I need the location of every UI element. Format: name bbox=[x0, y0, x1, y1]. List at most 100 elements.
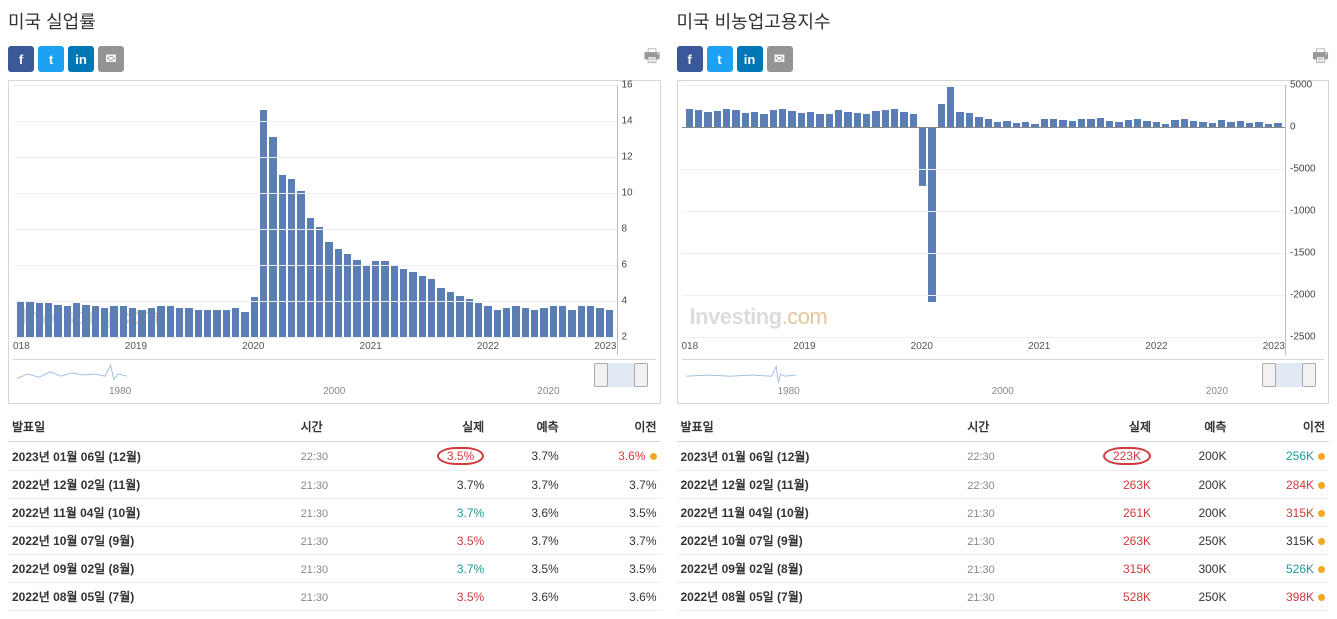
bar bbox=[928, 127, 935, 302]
bar bbox=[1050, 119, 1057, 127]
bar bbox=[307, 218, 314, 337]
cell-time: 22:30 bbox=[963, 471, 1037, 499]
x-axis: 01820192020202120222023 bbox=[682, 337, 1286, 355]
right-toolbar: f t in ✉ 🖶 bbox=[677, 44, 1330, 74]
facebook-icon[interactable]: f bbox=[677, 46, 703, 72]
bar bbox=[956, 112, 963, 127]
table-row[interactable]: 2022년 11월 04일 (10월)21:30261K200K315K bbox=[677, 499, 1330, 527]
cell-forecast: 3.5% bbox=[488, 555, 563, 583]
table-row[interactable]: 2022년 09월 02일 (8월)21:303.7%3.5%3.5% bbox=[8, 555, 661, 583]
table-row[interactable]: 2022년 11월 04일 (10월)21:303.7%3.6%3.5% bbox=[8, 499, 661, 527]
twitter-icon[interactable]: t bbox=[707, 46, 733, 72]
y-tick-label: -5000 bbox=[1290, 164, 1316, 175]
range-handle-left[interactable] bbox=[594, 363, 608, 387]
cell-time: 21:30 bbox=[297, 583, 372, 611]
table-row[interactable]: 2022년 08월 05일 (7월)21:303.5%3.6%3.6% bbox=[8, 583, 661, 611]
left-mini-chart[interactable]: 198020002020 bbox=[13, 359, 656, 399]
linkedin-icon[interactable]: in bbox=[68, 46, 94, 72]
x-tick-label: 2020 bbox=[242, 341, 264, 355]
cell-prev: 315K bbox=[1230, 499, 1329, 527]
twitter-icon[interactable]: t bbox=[38, 46, 64, 72]
cell-time: 21:30 bbox=[963, 583, 1037, 611]
bar bbox=[919, 127, 926, 186]
bar bbox=[484, 306, 491, 337]
bar bbox=[503, 308, 510, 337]
cell-forecast: 3.7% bbox=[488, 527, 563, 555]
bar bbox=[372, 261, 379, 337]
y-axis: -2500-2000-1500-1000-500005000 bbox=[1286, 85, 1324, 355]
bar bbox=[900, 112, 907, 127]
bar bbox=[204, 310, 211, 337]
bar bbox=[344, 254, 351, 337]
cell-forecast: 200K bbox=[1155, 471, 1230, 499]
bar bbox=[167, 306, 174, 337]
bar bbox=[559, 306, 566, 337]
bar bbox=[863, 114, 870, 127]
table-row[interactable]: 2023년 01월 06일 (12월)22:30223K200K256K bbox=[677, 442, 1330, 471]
cell-prev: 315K bbox=[1230, 527, 1329, 555]
cell-actual: 3.5% bbox=[372, 583, 489, 611]
cell-forecast: 3.6% bbox=[488, 583, 563, 611]
x-tick-label: 018 bbox=[682, 341, 699, 355]
bar bbox=[288, 179, 295, 337]
left-panel: 미국 실업률 f t in ✉ 🖶 Investing.com 01820192… bbox=[8, 8, 661, 611]
bar bbox=[36, 303, 43, 337]
bar bbox=[120, 306, 127, 337]
cell-actual: 3.5% bbox=[372, 527, 489, 555]
cell-actual: 223K bbox=[1038, 442, 1155, 471]
bar bbox=[26, 301, 33, 337]
cell-prev: 256K bbox=[1230, 442, 1329, 471]
status-dot-icon bbox=[650, 453, 657, 460]
table-row[interactable]: 2022년 08월 05일 (7월)21:30528K250K398K bbox=[677, 583, 1330, 611]
range-handle-right[interactable] bbox=[634, 363, 648, 387]
bar bbox=[704, 112, 711, 127]
range-handle-left[interactable] bbox=[1262, 363, 1276, 387]
bar bbox=[437, 288, 444, 337]
cell-actual: 3.7% bbox=[372, 555, 489, 583]
bar bbox=[770, 110, 777, 127]
bar bbox=[232, 308, 239, 337]
bar bbox=[269, 137, 276, 337]
table-header-row: 발표일 시간 실제 예측 이전 bbox=[8, 412, 661, 442]
x-tick-label: 2019 bbox=[125, 341, 147, 355]
bar bbox=[882, 110, 889, 127]
cell-time: 21:30 bbox=[297, 499, 372, 527]
left-chart-plot[interactable]: Investing.com 01820192020202120222023 bbox=[13, 85, 618, 355]
right-chart-plot[interactable]: Investing.com 01820192020202120222023 bbox=[682, 85, 1287, 355]
bar bbox=[686, 109, 693, 127]
facebook-icon[interactable]: f bbox=[8, 46, 34, 72]
col-time: 시간 bbox=[963, 412, 1037, 442]
bar bbox=[185, 308, 192, 337]
range-handle-right[interactable] bbox=[1302, 363, 1316, 387]
linkedin-icon[interactable]: in bbox=[737, 46, 763, 72]
bar bbox=[985, 119, 992, 127]
email-icon[interactable]: ✉ bbox=[767, 46, 793, 72]
bar bbox=[195, 310, 202, 337]
table-row[interactable]: 2022년 12월 02일 (11월)21:303.7%3.7%3.7% bbox=[8, 471, 661, 499]
table-row[interactable]: 2022년 09월 02일 (8월)21:30315K300K526K bbox=[677, 555, 1330, 583]
cell-date: 2022년 12월 02일 (11월) bbox=[8, 471, 297, 499]
bar bbox=[732, 110, 739, 127]
y-tick-label: -1000 bbox=[1290, 206, 1316, 217]
table-row[interactable]: 2022년 10월 07일 (9월)21:303.5%3.7%3.7% bbox=[8, 527, 661, 555]
cell-actual: 3.5% bbox=[372, 442, 489, 471]
x-tick-label: 2023 bbox=[594, 341, 616, 355]
x-tick-label: 2023 bbox=[1263, 341, 1285, 355]
print-icon[interactable]: 🖶 bbox=[1312, 44, 1329, 74]
cell-forecast: 250K bbox=[1155, 527, 1230, 555]
print-icon[interactable]: 🖶 bbox=[644, 44, 661, 74]
bar bbox=[1041, 119, 1048, 127]
right-mini-chart[interactable]: 198020002020 bbox=[682, 359, 1325, 399]
bar bbox=[1125, 120, 1132, 127]
bar bbox=[381, 261, 388, 337]
email-icon[interactable]: ✉ bbox=[98, 46, 124, 72]
col-actual: 실제 bbox=[1038, 412, 1155, 442]
table-row[interactable]: 2022년 10월 07일 (9월)21:30263K250K315K bbox=[677, 527, 1330, 555]
table-row[interactable]: 2022년 12월 02일 (11월)22:30263K200K284K bbox=[677, 471, 1330, 499]
bar bbox=[798, 113, 805, 127]
cell-date: 2022년 08월 05일 (7월) bbox=[8, 583, 297, 611]
table-row[interactable]: 2023년 01월 06일 (12월)22:303.5%3.7%3.6% bbox=[8, 442, 661, 471]
cell-time: 21:30 bbox=[297, 527, 372, 555]
cell-forecast: 3.7% bbox=[488, 471, 563, 499]
left-title: 미국 실업률 bbox=[8, 8, 661, 34]
